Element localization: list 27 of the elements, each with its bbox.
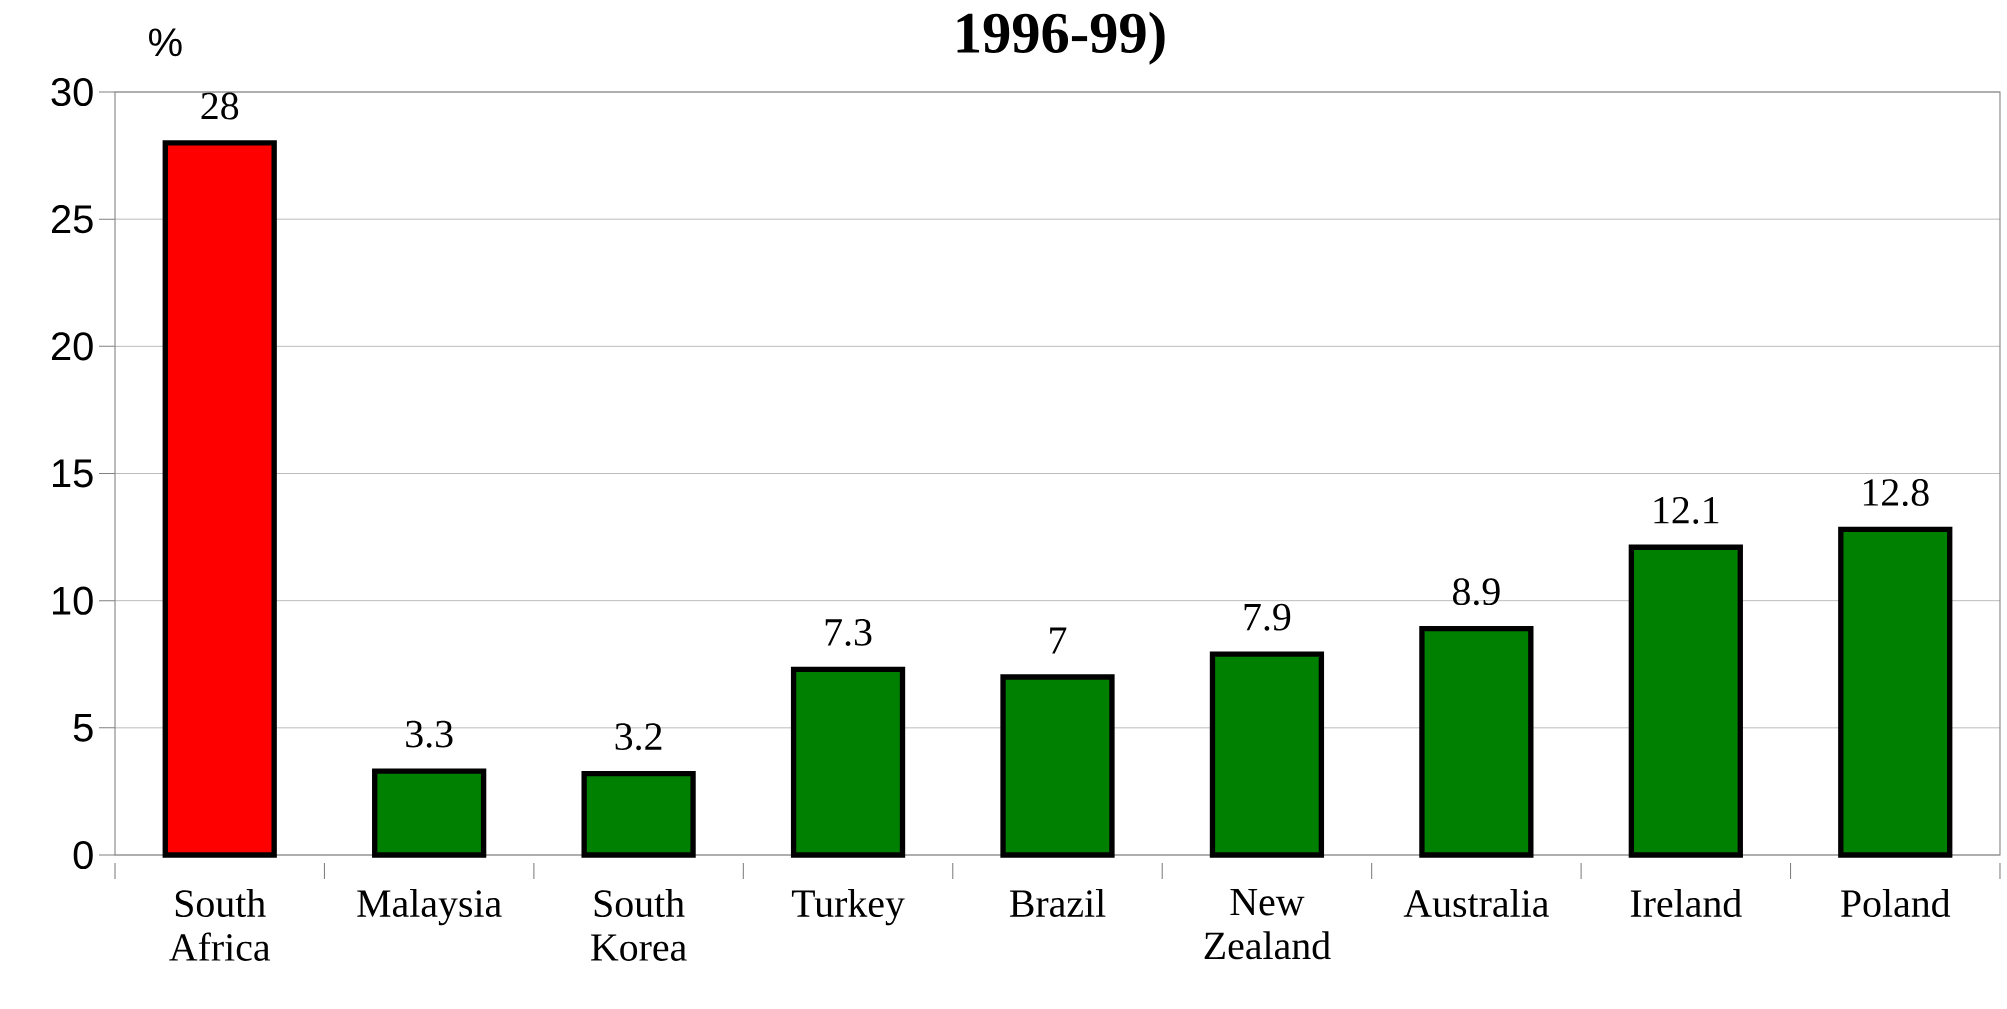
x-tick-label: Malaysia <box>357 889 502 926</box>
y-tick-label: 25 <box>51 205 93 234</box>
data-label: 12.8 <box>1863 479 1929 507</box>
x-tick-label: Poland <box>1841 889 1951 918</box>
y-tick-label: 30 <box>51 77 93 107</box>
data-label: 8.9 <box>1452 578 1500 606</box>
y-tick-label: 15 <box>53 459 93 488</box>
y-tick-label: 5 <box>73 713 93 742</box>
chart-title: 1996-99) <box>957 11 1165 65</box>
data-label: 7.9 <box>1244 603 1291 631</box>
y-tick-label: 20 <box>51 332 93 361</box>
x-tick-label: Turkey <box>791 889 905 926</box>
x-tick-label: New Zealand <box>1204 889 1331 960</box>
y-tick-label: 0 <box>73 840 93 870</box>
x-tick-label: Ireland <box>1630 889 1742 918</box>
y-tick-label: 10 <box>53 586 93 615</box>
x-tick-label: South Africa <box>169 889 271 961</box>
x-tick-label: South Korea <box>591 889 687 961</box>
data-label: 7 <box>1050 627 1067 654</box>
data-label: 3.2 <box>615 723 662 751</box>
data-label: 28 <box>201 92 239 120</box>
x-tick-label: Australia <box>1403 889 1549 918</box>
data-label: 12.1 <box>1654 496 1719 524</box>
y-axis-title: % <box>149 28 182 57</box>
data-label: 3.3 <box>406 720 453 748</box>
x-tick-label: Brazil <box>1009 889 1106 918</box>
data-label: 7.3 <box>825 619 872 646</box>
